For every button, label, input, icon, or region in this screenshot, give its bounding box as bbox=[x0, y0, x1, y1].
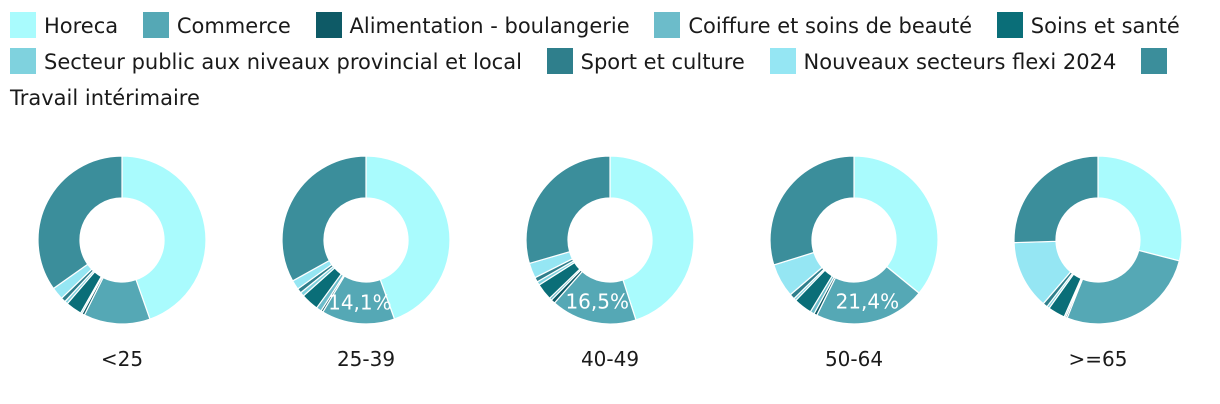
donut-slice bbox=[121, 155, 207, 320]
data-label: 16,5% bbox=[565, 290, 629, 314]
donut-slice bbox=[365, 155, 451, 320]
category-label: 25-39 bbox=[337, 347, 395, 371]
legend-label: Coiffure et soins de beauté bbox=[688, 14, 973, 38]
donut-slice bbox=[37, 155, 123, 290]
legend-swatch bbox=[10, 12, 36, 38]
legend-swatch bbox=[996, 12, 1023, 38]
chart-legend: Horeca Commerce Alimentation - boulanger… bbox=[10, 8, 1210, 116]
legend-item: Secteur public aux niveaux provincial et… bbox=[10, 48, 540, 74]
category-label: >=65 bbox=[1069, 347, 1128, 371]
legend-swatch bbox=[1141, 48, 1167, 74]
category-label: 40-49 bbox=[581, 347, 639, 371]
legend-swatch bbox=[769, 48, 796, 74]
data-label: 14,1% bbox=[328, 291, 392, 315]
donut-slice bbox=[853, 155, 939, 294]
donut-slice bbox=[525, 155, 611, 265]
legend-item: Horeca bbox=[10, 12, 136, 38]
legend-item: Alimentation - boulangerie bbox=[315, 12, 648, 38]
legend-label: Horeca bbox=[44, 14, 119, 38]
donut-slice bbox=[609, 155, 695, 321]
legend-label: Soins et santé bbox=[1030, 14, 1180, 38]
data-label: 21,4% bbox=[836, 290, 900, 314]
category-label: <25 bbox=[101, 347, 143, 371]
legend-swatch bbox=[142, 12, 169, 38]
legend-label: Secteur public aux niveaux provincial et… bbox=[44, 50, 522, 74]
legend-item: Sport et culture bbox=[546, 48, 763, 74]
legend-label: Travail intérimaire bbox=[10, 86, 200, 110]
donut-slice bbox=[1013, 155, 1099, 244]
legend-label: Sport et culture bbox=[580, 50, 745, 74]
legend-label: Commerce bbox=[176, 14, 291, 38]
legend-swatch bbox=[546, 48, 573, 74]
legend-swatch bbox=[10, 48, 36, 74]
donut-slice bbox=[769, 155, 855, 266]
donut-slice bbox=[1097, 155, 1183, 262]
legend-swatch bbox=[315, 12, 342, 38]
legend-item: Nouveaux secteurs flexi 2024 bbox=[769, 48, 1135, 74]
donut-slice bbox=[1066, 249, 1181, 325]
legend-label: Alimentation - boulangerie bbox=[349, 14, 630, 38]
legend-item: Travail intérimaire bbox=[10, 48, 1175, 110]
category-label: 50-64 bbox=[825, 347, 883, 371]
legend-swatch bbox=[654, 12, 681, 38]
legend-label: Nouveaux secteurs flexi 2024 bbox=[803, 50, 1117, 74]
legend-item: Coiffure et soins de beauté bbox=[654, 12, 990, 38]
donut-slice bbox=[281, 155, 367, 282]
legend-item: Soins et santé bbox=[996, 12, 1198, 38]
legend-item: Commerce bbox=[142, 12, 309, 38]
